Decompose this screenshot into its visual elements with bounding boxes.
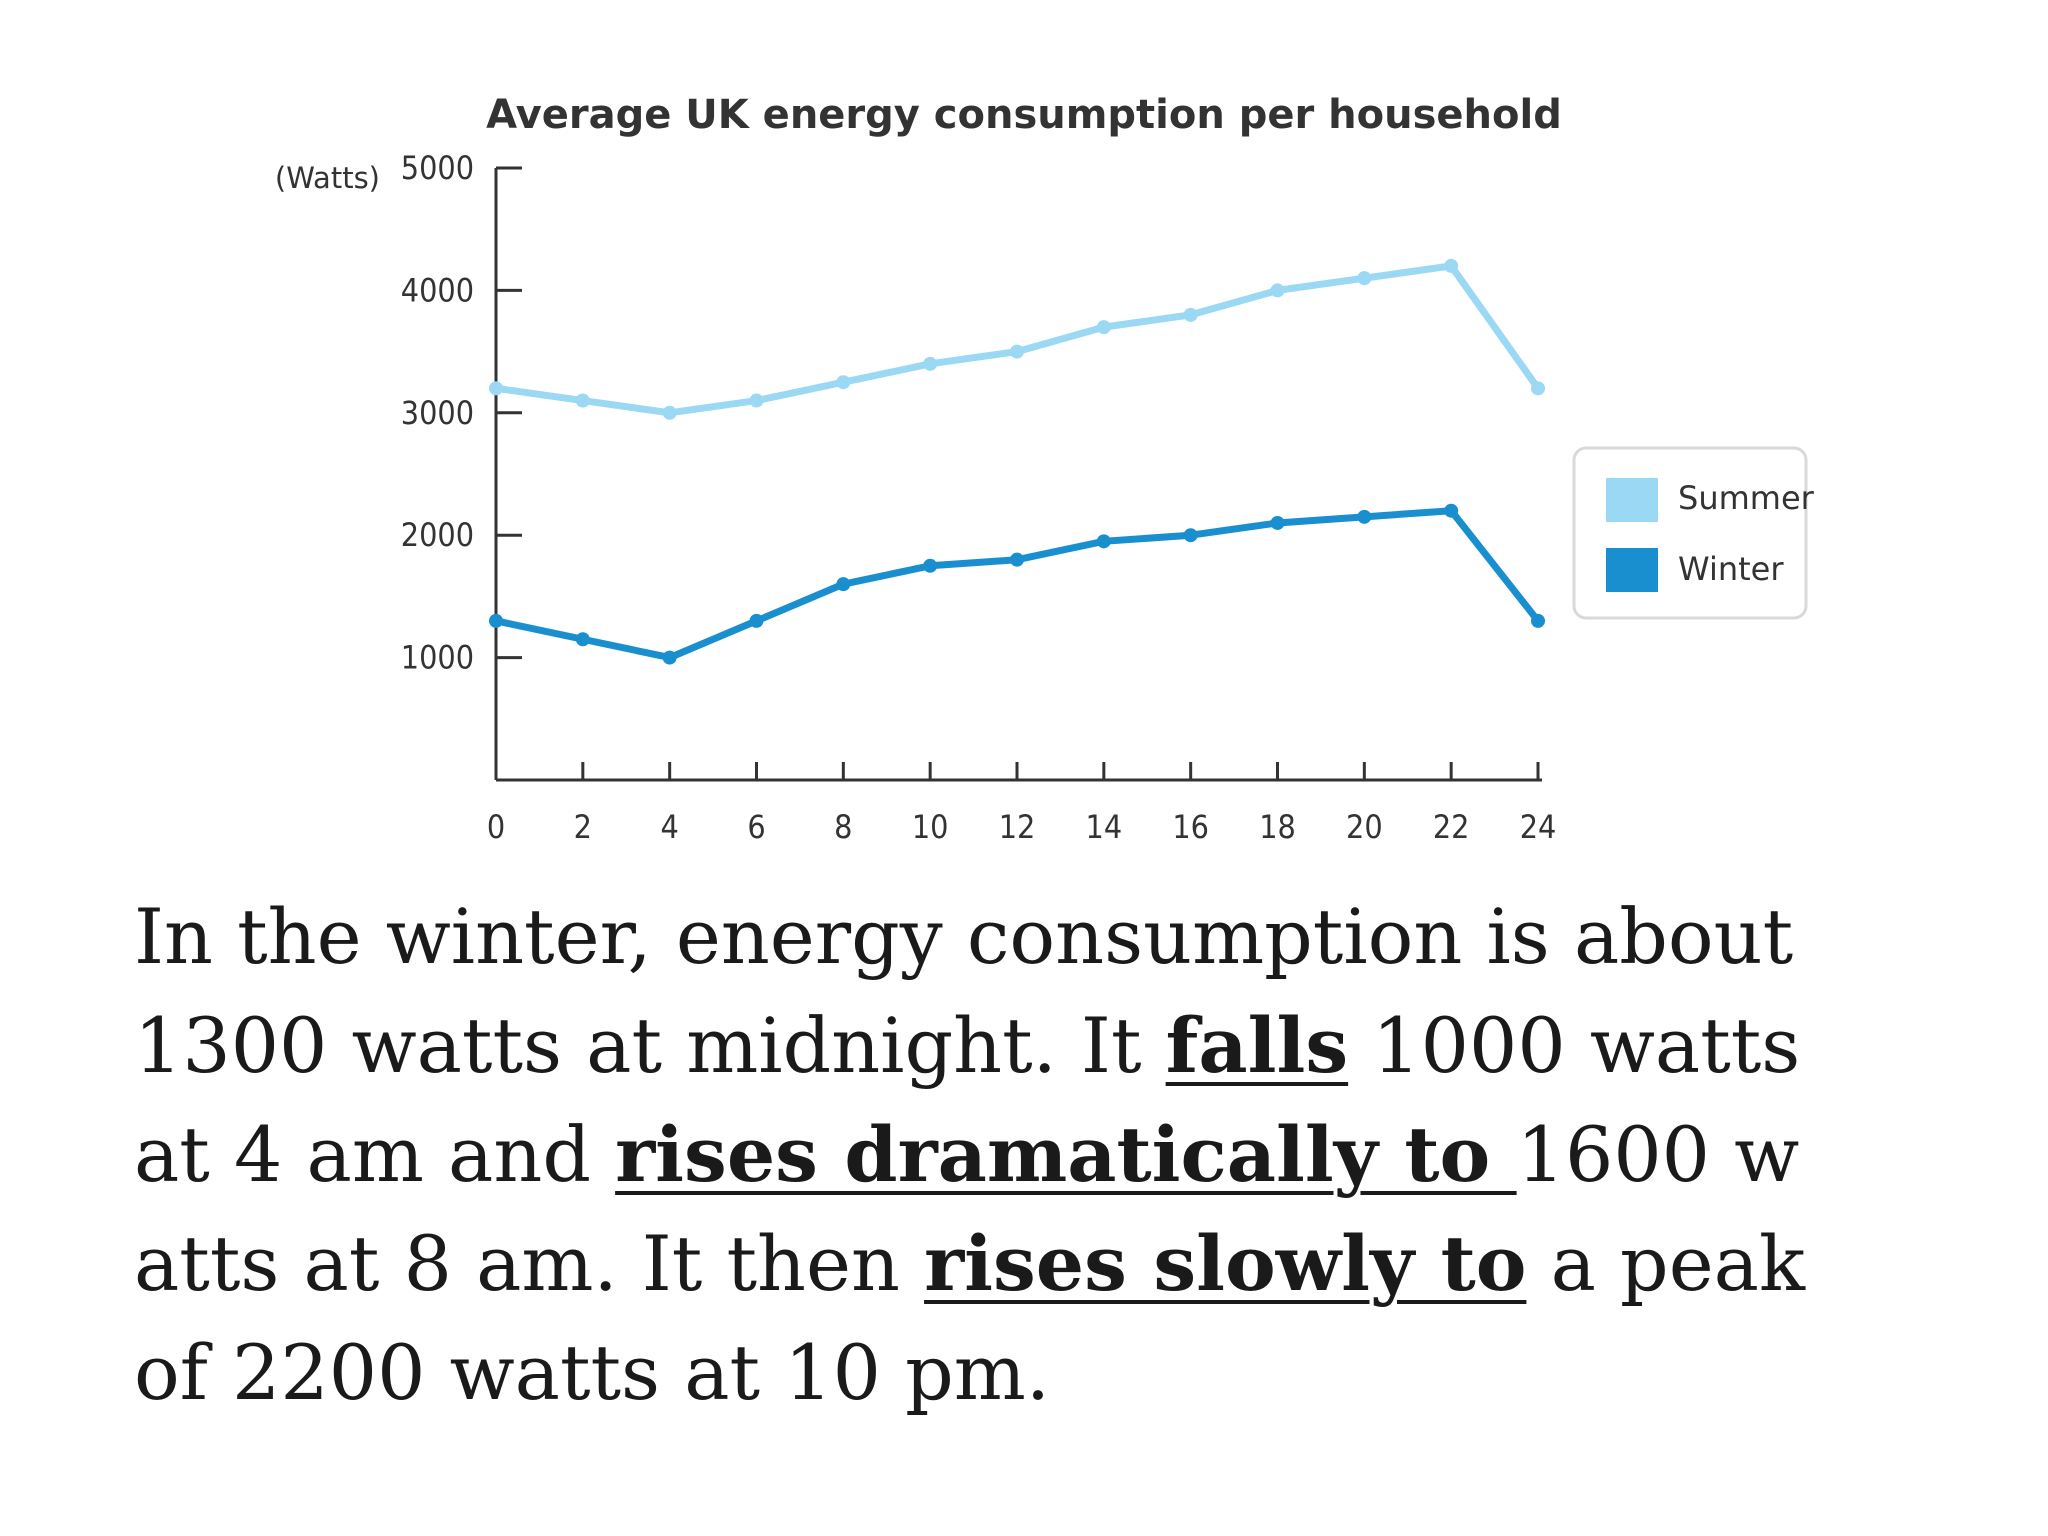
data-point-winter bbox=[923, 558, 938, 573]
legend-label-winter: Winter bbox=[1678, 550, 1784, 588]
data-point-winter bbox=[1270, 515, 1285, 530]
x-tick-label: 18 bbox=[1259, 808, 1296, 846]
paragraph-text-2: 1000 watts at 4 am and bbox=[134, 1001, 1801, 1199]
data-point-summer bbox=[923, 356, 938, 371]
data-point-summer bbox=[1270, 283, 1285, 298]
keyword-rises-slowly: rises slowly to bbox=[924, 1219, 1527, 1308]
data-point-winter bbox=[1531, 613, 1545, 628]
paragraph-text-4: a peak of 2200 watts at 10 pm. bbox=[134, 1219, 1806, 1417]
x-tick-label: 0 bbox=[487, 808, 505, 846]
data-point-winter bbox=[575, 632, 590, 647]
paragraph-text-3: 1600 w atts at 8 am. It then bbox=[134, 1110, 1800, 1308]
x-tick-label: 22 bbox=[1433, 808, 1470, 846]
series-line-summer bbox=[492, 262, 1542, 417]
data-point-summer bbox=[1096, 320, 1111, 335]
legend: Summer Winter bbox=[1572, 446, 1815, 620]
x-tick-label: 24 bbox=[1520, 808, 1557, 846]
x-tick-label: 16 bbox=[1172, 808, 1209, 846]
x-tick-label: 4 bbox=[661, 808, 679, 846]
keyword-rises-dramatically: rises dramatically to bbox=[615, 1110, 1517, 1199]
data-point-summer bbox=[749, 393, 764, 408]
explanation-paragraph: In the winter, energy consumption is abo… bbox=[134, 882, 2014, 1427]
line-chart: Average UK energy consumption per househ… bbox=[275, 92, 1815, 846]
y-tick-label: 1000 bbox=[401, 639, 474, 677]
data-point-summer bbox=[1010, 344, 1024, 359]
data-point-summer bbox=[1444, 258, 1459, 273]
x-tick-label: 12 bbox=[999, 808, 1036, 846]
data-point-winter bbox=[836, 577, 851, 592]
data-point-winter bbox=[1010, 552, 1024, 567]
y-tick-label: 2000 bbox=[401, 516, 474, 554]
legend-box bbox=[1572, 446, 1808, 620]
paragraph-text-1: In the winter, energy consumption is abo… bbox=[134, 892, 1794, 1090]
x-tick-label: 20 bbox=[1346, 808, 1383, 846]
data-point-winter bbox=[1183, 528, 1198, 543]
legend-swatch-winter bbox=[1606, 548, 1658, 592]
y-tick-label: 4000 bbox=[401, 271, 474, 309]
legend-swatch-summer bbox=[1606, 478, 1658, 522]
chart-title: Average UK energy consumption per househ… bbox=[486, 92, 1562, 138]
data-point-winter bbox=[749, 613, 764, 628]
x-tick-label: 8 bbox=[834, 808, 852, 846]
data-point-summer bbox=[1531, 381, 1545, 396]
y-tick-label: 3000 bbox=[401, 394, 474, 432]
x-tick-label: 10 bbox=[912, 808, 949, 846]
legend-label-summer: Summer bbox=[1678, 479, 1815, 517]
data-point-summer bbox=[1183, 307, 1198, 322]
data-point-summer bbox=[1357, 271, 1372, 286]
x-tick-label: 2 bbox=[574, 808, 592, 846]
data-point-summer bbox=[836, 375, 851, 390]
data-point-winter bbox=[1357, 509, 1372, 524]
data-point-summer bbox=[575, 393, 590, 408]
data-point-winter bbox=[1096, 534, 1111, 549]
y-tick-label: 5000 bbox=[401, 149, 474, 187]
y-axis-unit-label: (Watts) bbox=[275, 161, 380, 195]
x-tick-label: 14 bbox=[1086, 808, 1123, 846]
x-tick-label: 6 bbox=[747, 808, 765, 846]
data-point-summer bbox=[662, 405, 677, 420]
series-line-winter bbox=[492, 507, 1542, 662]
chart-area: Average UK energy consumption per househ… bbox=[275, 92, 1815, 846]
series-lines bbox=[489, 258, 1545, 665]
data-point-summer bbox=[489, 381, 503, 396]
keyword-falls: falls bbox=[1165, 1001, 1349, 1090]
x-axis-ticks: 0 2 4 6 8 10 12 14 16 18 20 22 24 bbox=[487, 762, 1556, 846]
data-point-winter bbox=[1444, 503, 1459, 518]
data-point-winter bbox=[662, 650, 677, 665]
y-axis-ticks: 1000 2000 3000 4000 5000 bbox=[401, 149, 522, 677]
data-point-winter bbox=[489, 613, 503, 628]
